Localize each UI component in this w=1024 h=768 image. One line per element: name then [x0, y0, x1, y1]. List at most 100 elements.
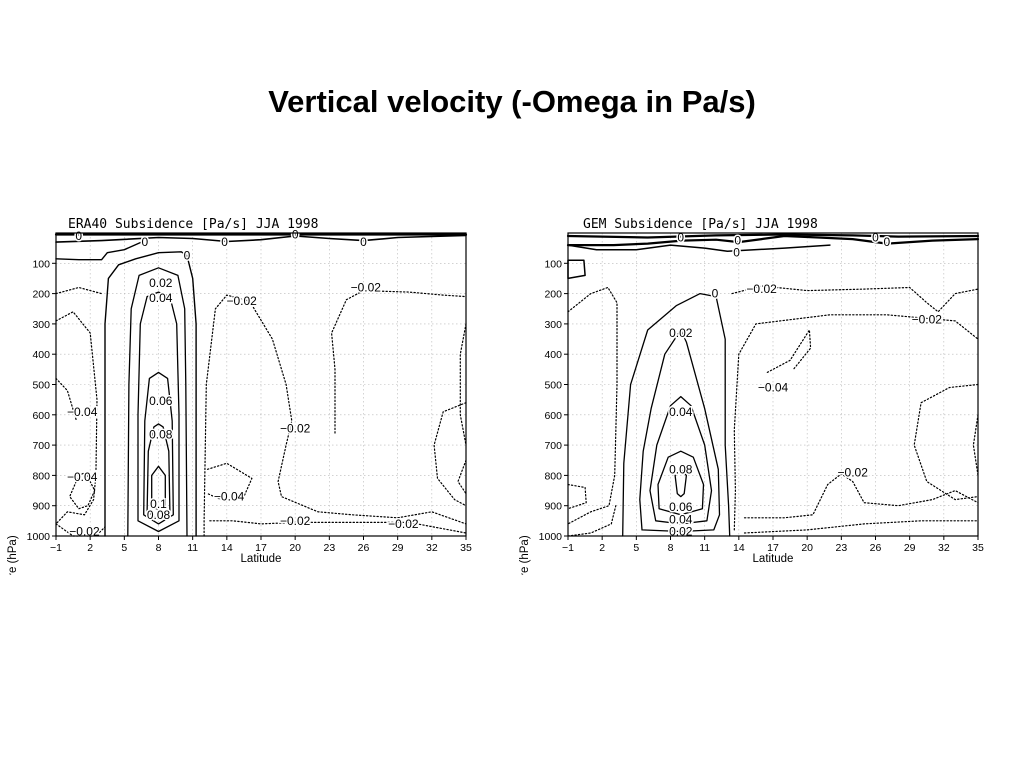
contour-line-dotted: [766, 329, 812, 373]
y-tick-label: 700: [32, 440, 50, 452]
x-tick-label: 26: [358, 542, 370, 554]
contour-label: 0.02: [669, 326, 693, 340]
x-tick-label: 35: [460, 542, 472, 554]
x-tick-label: 17: [767, 542, 779, 554]
y-tick-label: 400: [32, 349, 50, 361]
x-tick-label: 17: [255, 542, 267, 554]
y-axis-label: Pressure (hPa): [7, 535, 19, 575]
tick-marks: −1 2 5 8 11 14 17 20 23 26 29 32 35 100 200 300 400 500 60…: [539, 258, 984, 554]
contour-line-dotted: [743, 520, 979, 534]
contour-line-solid: [127, 267, 188, 537]
contour-line-dotted: [209, 520, 467, 534]
contour-label: −0.04: [67, 405, 98, 419]
contour-label: 0: [712, 287, 719, 301]
y-tick-label: 200: [544, 289, 562, 301]
contour-label: 0: [677, 231, 684, 245]
y-tick-label: 300: [32, 319, 50, 331]
x-tick-label: 8: [156, 542, 162, 554]
contour-label: 0.02: [149, 276, 173, 290]
contour-label: 0: [75, 229, 82, 243]
contour-line-dotted: [55, 311, 98, 525]
contour-label: −0.02: [388, 517, 419, 531]
contour-label: 0.08: [669, 462, 693, 476]
x-tick-label: 5: [633, 542, 639, 554]
contour-line-solid: [649, 395, 713, 525]
y-tick-label: 600: [32, 410, 50, 422]
contour-label: −0.02: [351, 281, 382, 295]
x-tick-label: 20: [289, 542, 301, 554]
y-tick-label: 500: [32, 380, 50, 392]
contour-label: 0: [292, 228, 299, 242]
contour-label: 0: [734, 234, 741, 248]
contour-line-dotted: [567, 286, 618, 525]
x-tick-label: 5: [121, 542, 127, 554]
contour-line-dotted: [743, 473, 979, 519]
chart-title: GEM Subsidence [Pa/s] JJA 1998: [583, 217, 818, 232]
contour-label: 0.06: [149, 394, 173, 408]
y-tick-label: 800: [544, 470, 562, 482]
contour-label: 0: [184, 249, 191, 263]
contour-label: −0.02: [280, 421, 311, 435]
x-tick-label: 11: [187, 542, 198, 554]
contour-line-dotted: [203, 294, 467, 537]
contour-line-solid: [566, 233, 980, 239]
slide-title: Vertical velocity (-Omega in Pa/s): [268, 84, 756, 119]
contour-line-solid: [657, 450, 705, 516]
contour-line-dotted: [567, 505, 617, 537]
contour-line-solid: [622, 292, 731, 537]
contour-lines: [566, 233, 980, 537]
contour-label: 0: [221, 235, 228, 249]
x-tick-label: 32: [938, 542, 950, 554]
contour-label: 0.04: [669, 512, 693, 526]
x-tick-label: 14: [733, 542, 745, 554]
y-tick-label: 800: [32, 470, 50, 482]
contour-line-dotted: [731, 285, 979, 313]
era40-chart: ERA40 Subsidence [Pa/s] JJA 1998 0 000000…: [7, 217, 472, 575]
contour-line-dotted: [913, 383, 979, 501]
contour-label: 0: [360, 235, 367, 249]
contour-label: 0: [884, 235, 891, 249]
contour-line-solid: [566, 234, 980, 247]
contour-line-solid: [146, 423, 171, 520]
y-tick-label: 1000: [539, 531, 563, 543]
contour-label: 0.04: [149, 291, 173, 305]
contour-line-solid: [55, 234, 467, 243]
contour-line-dotted: [972, 414, 979, 476]
contour-label: 0.08: [147, 508, 171, 522]
contour-line-dotted: [55, 286, 103, 295]
x-tick-label: 26: [870, 542, 882, 554]
contour-label: −0.02: [280, 514, 311, 528]
grid: [56, 233, 466, 536]
contour-line-dotted: [459, 323, 467, 446]
x-tick-label: 2: [599, 542, 605, 554]
contour-line-dotted: [457, 459, 467, 495]
contour-label: 0.06: [669, 500, 693, 514]
x-tick-label: 14: [221, 542, 233, 554]
contour-label: 0.08: [149, 427, 173, 441]
y-tick-label: 900: [32, 501, 50, 513]
contour-label: 0.04: [669, 405, 693, 419]
y-tick-label: 900: [544, 501, 562, 513]
chart-title: ERA40 Subsidence [Pa/s] JJA 1998: [68, 217, 318, 232]
x-tick-label: 35: [972, 542, 984, 554]
gem-chart: GEM Subsidence [Pa/s] JJA 1998 0 000 00 −0.…: [519, 217, 984, 575]
y-tick-label: 100: [32, 258, 50, 270]
x-tick-label: 29: [904, 542, 916, 554]
y-tick-label: 100: [544, 258, 562, 270]
x-axis-label: Latitude: [241, 553, 282, 565]
contour-line-dotted: [206, 462, 253, 501]
x-tick-label: 8: [668, 542, 674, 554]
contour-label: 0: [733, 246, 740, 260]
y-tick-label: 200: [32, 289, 50, 301]
x-tick-label: 32: [426, 542, 438, 554]
y-axis-label: Pressure (hPa): [519, 535, 531, 575]
contour-line-solid: [674, 468, 688, 498]
contour-label: −0.02: [746, 282, 777, 296]
contour-label: 0: [872, 231, 879, 245]
contour-label: −0.02: [226, 294, 257, 308]
grid: [568, 233, 978, 536]
contour-line-dotted: [733, 314, 979, 531]
contour-line-dotted: [331, 289, 467, 434]
contour-line-dotted: [567, 483, 587, 510]
contour-line-solid: [567, 244, 831, 252]
